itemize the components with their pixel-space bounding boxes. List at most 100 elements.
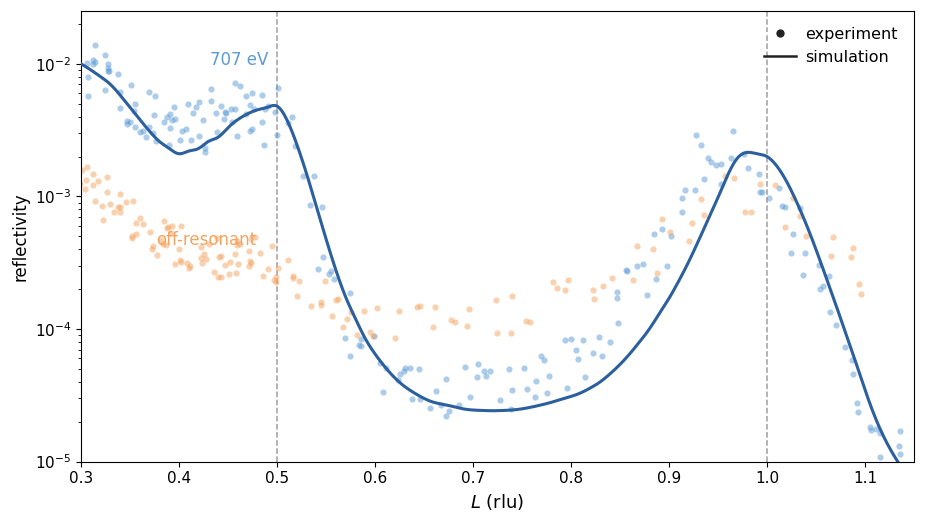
Point: [501, 365, 516, 373]
Point: [413, 395, 427, 403]
Point: [142, 228, 157, 236]
Point: [304, 302, 319, 310]
Point: [286, 274, 301, 282]
Point: [462, 305, 476, 314]
Point: [206, 268, 221, 276]
Point: [80, 73, 95, 82]
Point: [327, 275, 341, 283]
Point: [687, 186, 702, 194]
Point: [179, 125, 193, 133]
Point: [726, 174, 741, 183]
Text: 707 eV: 707 eV: [210, 51, 268, 69]
Point: [231, 259, 246, 268]
Point: [479, 371, 494, 380]
Point: [184, 136, 199, 144]
Point: [798, 232, 813, 241]
Point: [376, 388, 390, 396]
Point: [718, 172, 733, 180]
Point: [571, 355, 586, 363]
Point: [322, 270, 337, 279]
Point: [193, 243, 208, 251]
Point: [209, 234, 224, 242]
Point: [270, 84, 285, 92]
Point: [390, 376, 405, 384]
Point: [505, 385, 520, 394]
Point: [519, 317, 534, 325]
Point: [146, 242, 161, 251]
Point: [489, 328, 504, 337]
Point: [163, 110, 178, 119]
Point: [610, 319, 625, 327]
Point: [144, 244, 159, 253]
Point: [119, 117, 134, 125]
Point: [635, 259, 650, 268]
Point: [74, 165, 89, 174]
Point: [189, 103, 204, 111]
Point: [218, 108, 233, 116]
Point: [792, 212, 807, 221]
Point: [577, 373, 592, 381]
Point: [604, 274, 619, 282]
Point: [470, 372, 485, 381]
Point: [586, 349, 601, 358]
Legend: experiment, simulation: experiment, simulation: [756, 19, 906, 73]
Point: [239, 92, 253, 100]
Point: [451, 401, 466, 410]
Point: [212, 253, 227, 261]
Point: [438, 412, 453, 420]
Point: [241, 247, 256, 255]
Point: [211, 274, 226, 282]
Point: [132, 214, 147, 222]
Point: [245, 88, 260, 97]
Point: [173, 256, 188, 265]
Point: [266, 276, 281, 284]
Point: [148, 92, 163, 100]
Point: [591, 332, 606, 340]
Point: [426, 323, 440, 331]
Point: [292, 277, 307, 285]
Point: [286, 272, 301, 280]
Point: [167, 115, 182, 123]
Point: [343, 308, 358, 316]
Point: [392, 370, 407, 379]
Point: [186, 109, 201, 118]
Point: [160, 223, 175, 232]
Point: [694, 141, 709, 150]
Point: [159, 241, 174, 249]
Point: [150, 251, 165, 259]
Point: [462, 393, 477, 402]
Point: [725, 127, 740, 135]
Point: [111, 202, 126, 211]
Point: [85, 60, 100, 69]
Point: [610, 288, 624, 297]
Point: [103, 199, 117, 208]
Point: [113, 104, 128, 112]
Point: [539, 389, 554, 397]
Point: [198, 144, 213, 152]
Point: [204, 96, 218, 105]
Point: [677, 185, 692, 194]
Point: [100, 173, 115, 181]
Point: [86, 181, 101, 190]
Point: [854, 290, 869, 298]
Point: [558, 336, 573, 344]
Point: [872, 429, 887, 437]
Point: [586, 286, 600, 294]
Point: [87, 58, 102, 66]
Point: [646, 245, 660, 254]
Point: [630, 262, 645, 270]
Point: [826, 233, 841, 241]
Point: [448, 318, 462, 326]
Point: [410, 303, 425, 311]
Point: [162, 141, 177, 150]
Point: [354, 342, 369, 350]
Point: [519, 384, 534, 393]
Point: [649, 269, 664, 277]
Point: [893, 427, 907, 436]
Point: [86, 55, 101, 64]
Point: [812, 285, 827, 293]
Point: [204, 85, 218, 93]
Point: [546, 278, 561, 286]
Point: [674, 208, 689, 217]
Point: [179, 259, 194, 267]
